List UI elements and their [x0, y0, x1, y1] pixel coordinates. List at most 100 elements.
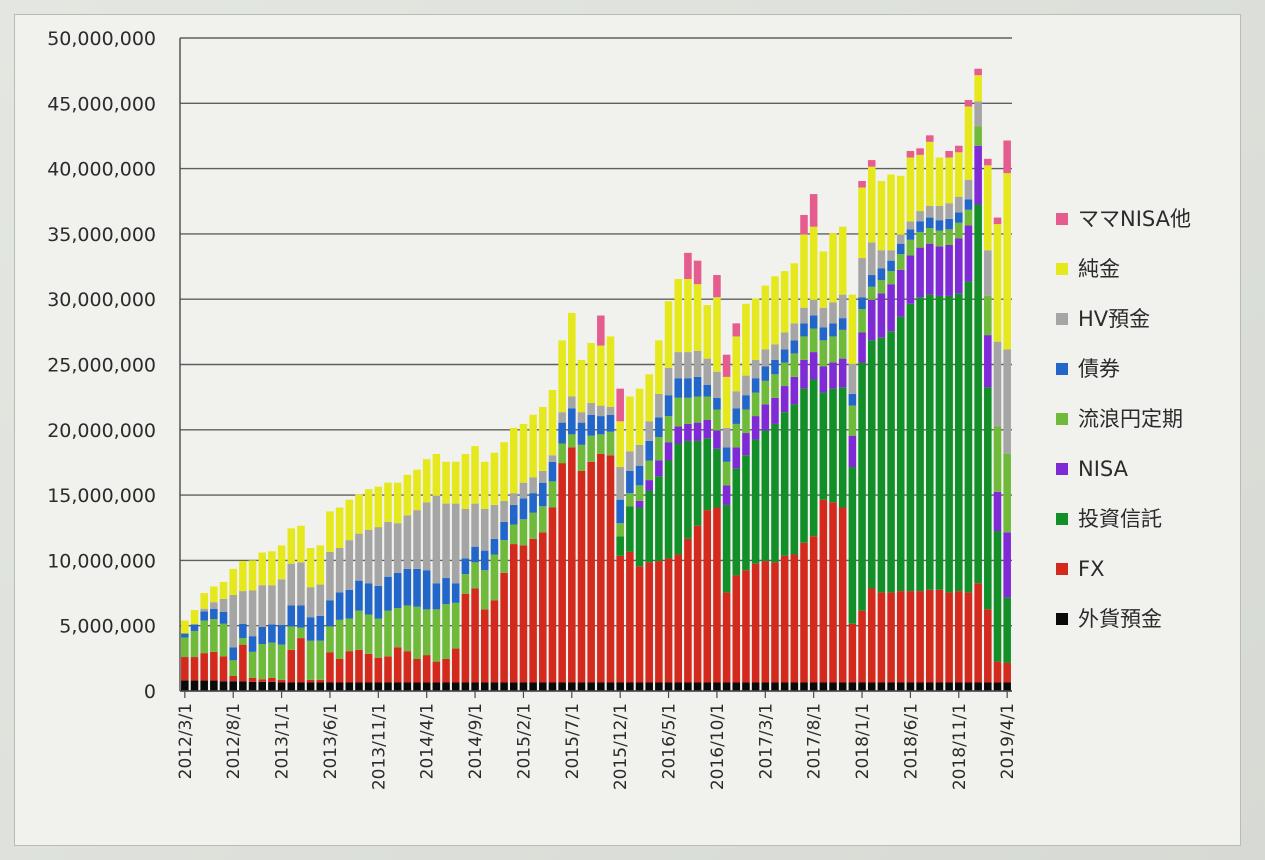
bar-segment: [326, 652, 334, 683]
bar-stack: [1003, 140, 1011, 691]
bar-segment: [577, 359, 586, 413]
bar-segment: [384, 482, 392, 522]
bar-segment: [258, 552, 267, 586]
bar-stack: [993, 217, 1002, 691]
bar-segment: [722, 682, 731, 691]
bar-segment: [306, 617, 315, 641]
bar-segment: [955, 212, 963, 223]
bar-segment: [655, 476, 663, 562]
bar-segment: [964, 682, 973, 691]
bar-stack: [587, 342, 595, 691]
bar-segment: [345, 651, 354, 683]
bar-segment: [916, 154, 924, 212]
bar-segment: [955, 682, 963, 691]
bar-segment: [548, 461, 557, 482]
bar-segment: [403, 568, 412, 606]
bar-segment: [287, 682, 296, 691]
bar-segment: [461, 558, 470, 575]
bar-segment: [509, 524, 518, 545]
bar-segment: [442, 461, 450, 504]
bar-segment: [539, 470, 547, 483]
bar-segment: [713, 371, 721, 398]
bar-segment: [664, 367, 673, 396]
bar-stack: [635, 388, 644, 691]
bar-segment: [364, 614, 373, 654]
bar-segment: [645, 682, 653, 691]
bar-segment: [268, 681, 276, 691]
bar-segment: [229, 647, 237, 661]
bar-segment: [210, 602, 218, 609]
bar-segment: [500, 521, 508, 541]
bar-segment: [577, 444, 586, 471]
bar-segment: [635, 566, 644, 683]
bar-segment: [955, 591, 963, 683]
bar-segment: [432, 495, 441, 584]
bar-segment: [916, 297, 924, 592]
bar-segment: [645, 480, 653, 491]
bar-segment: [974, 68, 982, 76]
bar-segment: [345, 682, 354, 691]
bar-segment: [974, 101, 982, 127]
bar-segment: [393, 572, 402, 609]
bar-segment: [925, 141, 934, 206]
bar-segment: [210, 651, 218, 681]
legend-label: 純金: [1078, 257, 1120, 281]
bar-stack: [606, 336, 615, 691]
bar-segment: [906, 150, 915, 158]
bar-segment: [771, 562, 779, 683]
bar-segment: [181, 620, 189, 634]
bar-segment: [916, 247, 924, 298]
bar-segment: [384, 576, 392, 611]
bar-segment: [887, 284, 895, 332]
bar-segment: [713, 275, 721, 298]
bar-segment: [471, 546, 479, 563]
chart-area: 0 5,000,000 10,000,000 15,000,000 20,000,000…: [14, 14, 1241, 846]
bar-stack: [925, 135, 934, 691]
bar-segment: [964, 209, 973, 226]
bar-segment: [838, 329, 847, 359]
bar-segment: [239, 681, 247, 691]
bar-segment: [684, 423, 692, 441]
bar-segment: [645, 421, 653, 441]
bar-segment: [964, 106, 973, 180]
bar-segment: [558, 422, 566, 444]
bar-stack: [393, 482, 402, 691]
bar-segment: [384, 610, 392, 657]
bar-segment: [239, 638, 247, 645]
bar-segment: [848, 393, 857, 406]
bar-segment: [297, 605, 305, 628]
bar-stack: [945, 150, 953, 691]
bar-segment: [181, 657, 189, 681]
bar-segment: [819, 392, 828, 500]
bar-segment: [403, 474, 412, 516]
bar-segment: [635, 507, 644, 567]
bar-stack: [190, 610, 199, 691]
bar-segment: [597, 434, 605, 454]
bar-segment: [471, 562, 479, 589]
bar-segment: [432, 661, 441, 683]
bar-segment: [490, 554, 499, 601]
bar-segment: [684, 252, 692, 279]
bar-segment: [732, 575, 741, 683]
bar-segment: [732, 682, 741, 691]
bar-segment: [925, 682, 934, 691]
bar-segment: [809, 379, 818, 537]
bar-stack: [626, 396, 634, 691]
bar-stack: [887, 174, 895, 691]
bar-segment: [896, 269, 905, 317]
legend-label: 債券: [1078, 357, 1120, 381]
bar-segment: [761, 682, 770, 691]
bar-segment: [867, 340, 876, 589]
bar-segment: [742, 570, 750, 683]
bar-segment: [645, 490, 653, 563]
bar-segment: [935, 220, 944, 231]
bar-segment: [858, 187, 866, 259]
bar-stack: [867, 160, 876, 691]
bar-segment: [519, 498, 528, 520]
bar-segment: [509, 427, 518, 494]
y-tick-label: 40,000,000: [47, 159, 156, 181]
legend-swatch: [1056, 513, 1068, 525]
bar-segment: [568, 408, 576, 435]
bar-segment: [558, 682, 566, 691]
bar-segment: [442, 604, 450, 659]
